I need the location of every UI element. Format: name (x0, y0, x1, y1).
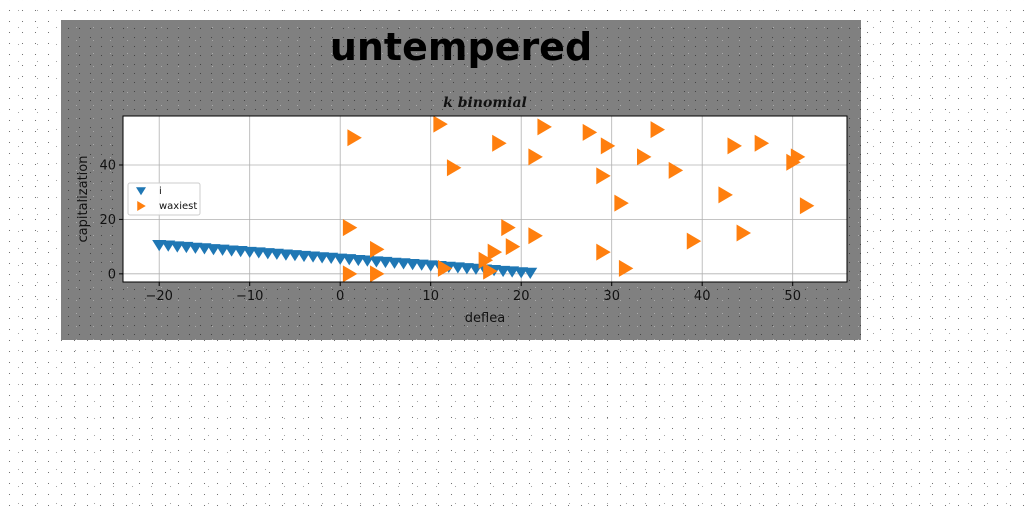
chart-title: untempered (330, 25, 592, 69)
legend-box (127, 182, 201, 216)
point-waxiest (537, 118, 552, 136)
point-waxiest (637, 148, 652, 166)
x-tick-label: −20 (145, 289, 172, 304)
legend: i waxiest (127, 182, 201, 216)
point-waxiest (487, 243, 503, 261)
point-waxiest (528, 148, 543, 166)
plot-area (123, 116, 847, 282)
point-waxiest (433, 115, 448, 133)
grid-lines (123, 116, 847, 282)
axis-ticks: −20 −10 0 10 20 30 40 50 0 20 40 (99, 158, 801, 304)
point-waxiest (618, 259, 634, 277)
data-series (152, 115, 815, 283)
point-waxiest (437, 259, 453, 277)
point-waxiest (528, 227, 543, 245)
x-tick-label: 10 (422, 289, 439, 304)
y-tick-label: 0 (108, 267, 116, 282)
point-waxiest (614, 194, 629, 212)
x-tick-label: 0 (336, 289, 344, 304)
x-tick-label: −10 (236, 289, 263, 304)
legend-marker-waxiest (137, 201, 146, 211)
point-waxiest (478, 251, 494, 269)
chart-subtitle: k binomial (443, 95, 527, 111)
point-waxiest (736, 224, 751, 242)
chart-svg: untempered k binomial −20 −10 0 10 20 30 40 50 0… (76, 25, 848, 326)
point-waxiest (790, 148, 806, 166)
point-waxiest (370, 240, 385, 258)
point-waxiest (505, 238, 521, 256)
point-waxiest (501, 219, 516, 237)
point-waxiest (754, 134, 770, 152)
legend-label-waxiest: waxiest (159, 201, 197, 212)
point-i (523, 267, 538, 279)
y-tick-label: 20 (99, 213, 116, 228)
x-tick-label: 40 (694, 289, 711, 304)
point-waxiest (596, 167, 611, 185)
x-tick-label: 50 (784, 289, 801, 304)
point-waxiest (342, 219, 358, 237)
point-waxiest (718, 186, 733, 204)
point-waxiest (370, 265, 385, 283)
point-waxiest (727, 137, 742, 155)
point-waxiest (686, 232, 702, 250)
y-axis-label: capitalization (76, 156, 91, 243)
point-waxiest (347, 129, 362, 147)
x-tick-label: 20 (513, 289, 530, 304)
point-waxiest (799, 197, 815, 215)
point-waxiest (342, 265, 358, 283)
legend-label-i: i (159, 186, 162, 197)
x-tick-label: 30 (603, 289, 620, 304)
point-waxiest (650, 121, 666, 139)
legend-marker-i (136, 187, 146, 196)
point-waxiest (483, 262, 498, 280)
point-waxiest (600, 137, 616, 155)
point-waxiest (582, 123, 598, 141)
point-waxiest (492, 134, 507, 152)
plot-frame (122, 115, 848, 283)
point-waxiest (668, 161, 684, 179)
chart-figure: untempered k binomial −20 −10 0 10 20 30 40 50 0… (61, 20, 861, 340)
y-tick-label: 40 (99, 158, 116, 173)
point-waxiest (446, 159, 462, 177)
x-axis-label: deflea (465, 311, 505, 326)
point-waxiest (596, 243, 611, 261)
